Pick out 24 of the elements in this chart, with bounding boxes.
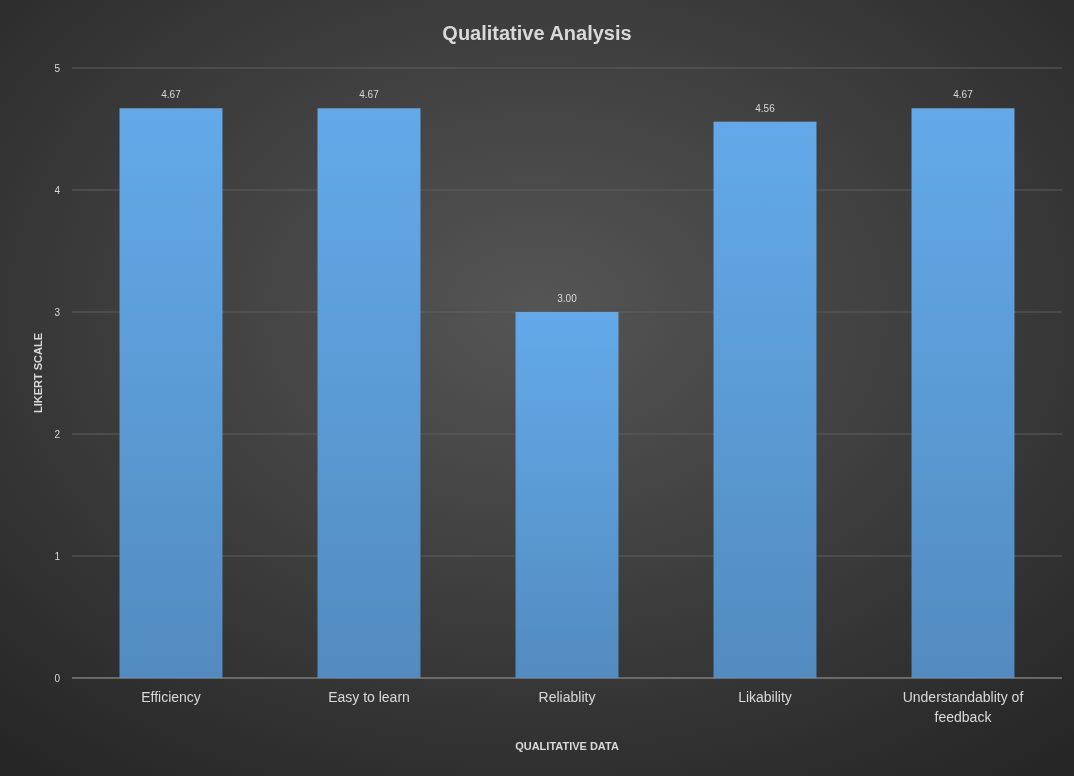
x-tick-label: Reliablity (538, 689, 596, 705)
data-label: 4.67 (953, 89, 974, 101)
x-tick-label: Easy to learn (328, 689, 410, 705)
y-tick-label: 3 (54, 306, 61, 318)
y-axis-title: LIKERT SCALE (32, 332, 44, 414)
bar (515, 312, 619, 678)
x-axis-title: QUALITATIVE DATA (515, 740, 619, 752)
x-tick-label: Efficiency (141, 689, 201, 705)
data-label: 4.67 (161, 89, 182, 101)
y-tick-label: 2 (54, 428, 61, 440)
bar (911, 108, 1015, 678)
data-label: 3.00 (557, 293, 578, 304)
x-tick-label: Understandablity of feedback (902, 689, 1024, 725)
data-label: 4.56 (755, 102, 776, 114)
bar (119, 108, 223, 678)
y-tick-label: 4 (54, 184, 61, 196)
bar (713, 121, 817, 678)
y-tick-label: 1 (54, 550, 61, 562)
y-tick-label: 5 (54, 62, 61, 74)
y-tick-label: 0 (54, 672, 61, 684)
chart-title: Qualitative Analysis (442, 22, 632, 44)
data-label: 4.67 (359, 89, 380, 101)
bar (317, 108, 421, 678)
x-tick-label: Likability (738, 689, 792, 705)
